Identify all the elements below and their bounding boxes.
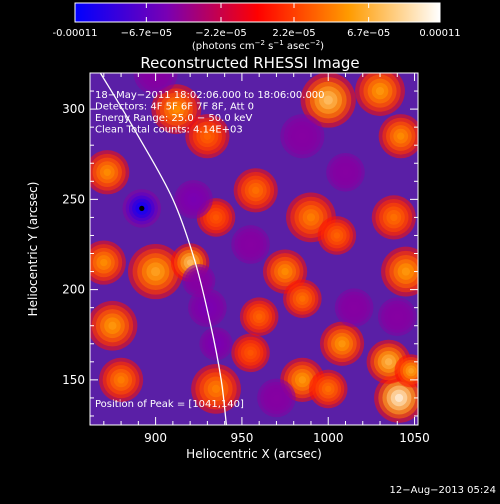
plot-frame [89,72,419,426]
emission-blob [100,258,108,267]
annotation-line: Detectors: 4F 5F 6F 7F 8F, Att 0 [95,102,254,113]
negative-blob [190,196,197,203]
negative-blob [273,394,280,402]
emission-blob [306,213,316,222]
negative-blob [247,241,254,248]
chart-title: Reconstructed RHESSI Image [140,54,359,72]
emission-blob [384,358,393,366]
x-tick-label: 950 [230,431,253,445]
emission-blob [203,132,212,140]
y-tick-label: 200 [62,283,85,297]
colorbar-tick-label: 2.2e−05 [272,28,315,39]
peak-position-label: Position of Peak = [1041,140] [95,399,244,410]
emission-blob [252,186,260,195]
emission-blob [117,376,125,384]
emission-blob [281,267,289,276]
emission-blob [298,376,307,384]
emission-blob [408,368,414,374]
peak-marker [139,205,145,211]
y-axis-label: Heliocentric Y (arcsec) [26,182,40,317]
heatmap-blobs [90,73,418,423]
annotation-line: Energy Range: 25.0 − 50.0 keV [95,113,252,124]
negative-blob [342,169,349,176]
x-tick-label: 1050 [399,431,430,445]
y-tick-label: 250 [62,192,85,206]
annotation-line: 18−May−2011 18:02:06.000 to 18:06:00.000 [95,90,325,101]
info-annotations: 18−May−2011 18:02:06.000 to 18:06:00.000… [95,90,325,136]
x-axis-ticks: 900 950 1000 1050 [103,73,430,445]
colorbar-tick-label: −6.7e−05 [121,28,173,39]
negative-blob [298,132,307,140]
emission-blob [333,232,341,239]
emission-blob [212,214,220,221]
y-tick-label: 150 [62,373,85,387]
emission-blob [186,259,194,266]
colorbar-tick-label: 6.7e−05 [347,28,390,39]
x-tick-label: 1000 [313,431,344,445]
emission-blob [325,385,332,393]
colorbar-units: (photons cm−2 s−1 asec−2) [192,39,324,52]
colorbar-tick-label: -0.00011 [53,28,98,39]
emission-blob [390,213,398,222]
emission-blob [338,340,346,348]
emission-blob [172,105,181,114]
emission-blob [255,313,263,320]
negative-blob [350,304,358,311]
x-tick-label: 900 [144,431,167,445]
solar-limb-curve [99,73,228,425]
timestamp: 12−Aug−2013 05:24 [390,485,496,496]
emission-blob [394,393,404,403]
x-axis-label: Heliocentric X (arcsec) [186,447,322,461]
emission-blob [323,95,333,105]
colorbar-ticks: -0.00011 −6.7e−05 −2.2e−05 2.2e−05 6.7e−05 0.… [53,3,461,39]
annotation-line: Clean Total counts: 4.14E+03 [95,125,243,136]
y-axis-ticks: 150 200 250 300 [62,72,418,417]
emission-blob [247,349,254,356]
emission-blob [375,86,385,96]
y-tick-label: 300 [62,102,85,116]
emission-blob [401,267,411,276]
colorbar-tick-label: 0.00011 [419,28,460,39]
emission-blob [397,132,405,140]
colorbar [74,2,441,23]
colorbar-tick-label: −2.2e−05 [195,28,247,39]
emission-blob [299,295,306,302]
negative-blob [394,313,401,320]
emission-blob [211,384,221,393]
emission-blob [151,266,161,277]
emission-blob [108,321,117,330]
emission-blob [103,168,111,176]
